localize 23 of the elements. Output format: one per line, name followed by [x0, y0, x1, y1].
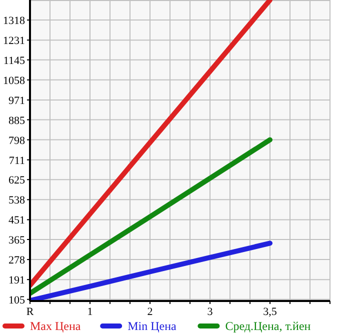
y-tick-label: 105 [8, 294, 26, 306]
x-tick-label: 3,5 [263, 306, 278, 318]
y-tick-label: 191 [8, 274, 25, 287]
x-tick-label: 2 [147, 306, 153, 318]
y-tick-label: 711 [8, 154, 25, 167]
x-tick-label: 1 [87, 306, 93, 318]
x-tick-label: 3 [207, 306, 214, 318]
y-tick-label: 1318 [3, 15, 26, 28]
y-tick-label: 365 [8, 234, 26, 247]
y-tick-label: 1058 [3, 74, 26, 87]
y-tick-label: 798 [8, 134, 26, 147]
y-tick-label: 1231 [3, 35, 25, 48]
y-tick-label: 538 [8, 194, 26, 207]
legend-label: Сред.Цена, т.йен [225, 319, 312, 333]
x-tick-label: R [26, 306, 34, 318]
legend-label: Max Цена [30, 319, 82, 333]
y-tick-label: 1145 [3, 54, 26, 67]
legend-label: Min Цена [128, 319, 178, 333]
y-tick-label: 885 [8, 114, 26, 127]
y-tick-label: 451 [8, 214, 25, 227]
y-tick-label: 971 [8, 94, 25, 107]
y-tick-label: 278 [8, 254, 26, 267]
y-tick-label: 625 [8, 174, 26, 187]
